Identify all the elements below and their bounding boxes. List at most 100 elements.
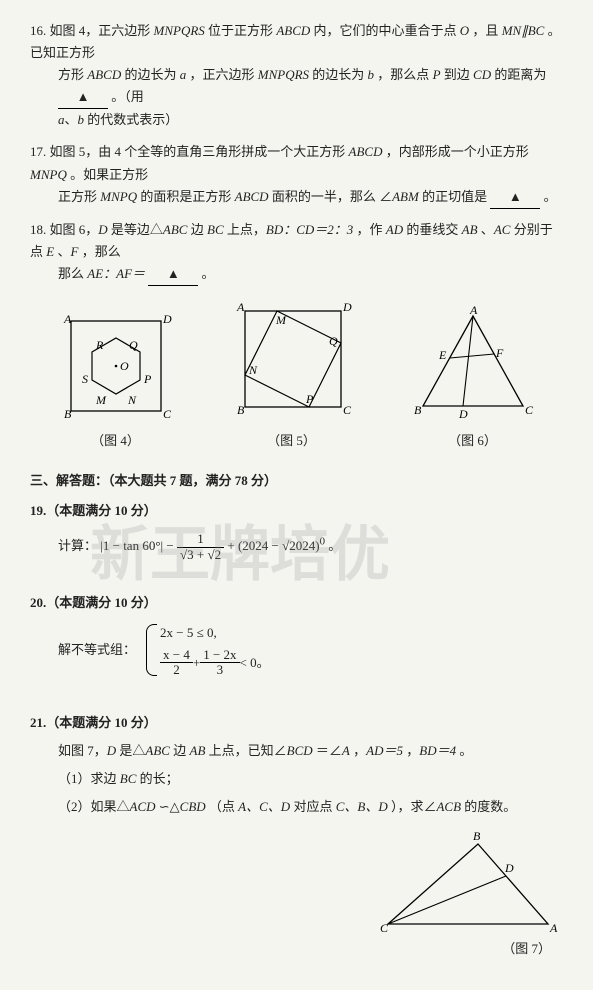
q16-t1: 如图 4，正六边形 bbox=[50, 23, 154, 38]
q17-t5: 面积的一半，那么 ∠ bbox=[272, 189, 392, 204]
q21-acb: ACB bbox=[436, 799, 461, 814]
q16-num: 16. bbox=[30, 23, 46, 38]
q19-head: 19.（本题满分 10 分） bbox=[30, 500, 563, 522]
q20-f2n: 1 − 2x bbox=[200, 648, 239, 663]
q16-CD: CD bbox=[473, 67, 491, 82]
q20-f1: x − 4 2 bbox=[160, 648, 193, 678]
q17-t4: 的面积是正方形 bbox=[140, 189, 234, 204]
q18-t2: 是等边△ bbox=[111, 222, 163, 237]
q20-f2d: 3 bbox=[200, 663, 239, 677]
q16-t9: ，那么点 bbox=[377, 67, 432, 82]
q16-t4: ，且 bbox=[472, 23, 501, 38]
svg-text:P: P bbox=[143, 372, 152, 386]
q20-lt: < 0 bbox=[240, 652, 257, 674]
svg-text:M: M bbox=[95, 393, 107, 407]
svg-text:D: D bbox=[162, 312, 172, 326]
section-3-header: 三、解答题：（本大题共 7 题，满分 78 分） bbox=[30, 470, 563, 492]
q20-f1n: x − 4 bbox=[160, 648, 193, 663]
q21-l1e: ， bbox=[353, 743, 366, 758]
q21-pts1: A、C、D bbox=[238, 799, 290, 814]
q21-p2d: ），求∠ bbox=[391, 799, 437, 814]
fig6-caption: （图 6） bbox=[408, 430, 538, 452]
q18-t4: 上点， bbox=[227, 222, 266, 237]
fig7-caption: （图 7） bbox=[373, 938, 563, 960]
q20-l1: 2x − 5 ≤ 0, bbox=[160, 622, 270, 644]
q20-f1d: 2 bbox=[160, 663, 193, 677]
q21-p2c: 对应点 bbox=[293, 799, 335, 814]
q21-l1c: 边 bbox=[173, 743, 189, 758]
q17-t3b: 正方形 bbox=[58, 189, 100, 204]
figure-row: A B C D R Q P N M S O （图 4） A B C D M Q … bbox=[30, 296, 563, 452]
q21-p1b: 的长； bbox=[140, 771, 179, 786]
svg-text:R: R bbox=[95, 338, 104, 352]
q16-t8: 的边长为 bbox=[312, 67, 367, 82]
q16-t6: 的边长为 bbox=[124, 67, 179, 82]
q18-t11: 。 bbox=[202, 266, 215, 281]
q20-dot: 。 bbox=[257, 652, 270, 674]
q18-AD: AD bbox=[386, 222, 403, 237]
q19-exp: 0 bbox=[320, 536, 325, 548]
svg-text:A: A bbox=[549, 921, 558, 934]
q20-brace: 2x − 5 ≤ 0, x − 4 2 + 1 − 2x 3 < 0 。 bbox=[142, 622, 270, 678]
q21-l1g: 。 bbox=[459, 743, 472, 758]
svg-text:B: B bbox=[473, 829, 481, 843]
q16-t5b: 方形 bbox=[58, 67, 87, 82]
svg-text:C: C bbox=[525, 403, 534, 417]
q21-p2a: （2）如果△ bbox=[58, 799, 130, 814]
q18-t7: 、 bbox=[481, 222, 494, 237]
q17-t6: 的正切值是 bbox=[422, 189, 487, 204]
svg-text:P: P bbox=[305, 392, 314, 406]
q18-t3: 边 bbox=[191, 222, 207, 237]
q19-dot: 。 bbox=[328, 538, 341, 553]
svg-text:Q: Q bbox=[329, 334, 338, 348]
figure-6: A B C D E F bbox=[408, 306, 538, 426]
q17-ang: ABM bbox=[392, 189, 419, 204]
figure-5: A B C D M Q P N bbox=[227, 296, 357, 426]
q21-l1a: 如图 7， bbox=[58, 743, 107, 758]
q18-num: 18. bbox=[30, 222, 46, 237]
q17-t3: 。如果正方形 bbox=[70, 167, 148, 182]
svg-text:C: C bbox=[163, 407, 172, 421]
q17-t1: 如图 5，由 4 个全等的直角三角形拼成一个大正方形 bbox=[50, 144, 349, 159]
q17-sq2b: MNPQ bbox=[100, 189, 137, 204]
q19-frac: 1 √3 + √2 bbox=[177, 532, 224, 562]
q19-frac-d: √3 + √2 bbox=[177, 548, 224, 562]
q21-a1: BCD bbox=[287, 743, 313, 758]
q21-D: D bbox=[107, 743, 116, 758]
q16-t7: ，正六边形 bbox=[189, 67, 257, 82]
q16-t3: 内，它们的中心重合于点 bbox=[314, 23, 460, 38]
q18-rat: BD：CD＝2：3 bbox=[266, 222, 353, 237]
svg-text:D: D bbox=[458, 407, 468, 421]
q20-label: 解不等式组： bbox=[58, 639, 136, 661]
q19-plus: + bbox=[227, 538, 238, 553]
q16-sq2: ABCD bbox=[87, 67, 121, 82]
svg-text:B: B bbox=[64, 407, 72, 421]
svg-text:A: A bbox=[63, 312, 72, 326]
q18-F: F bbox=[70, 244, 78, 259]
q21-tri: ABC bbox=[145, 743, 170, 758]
q16-blank: ▲ bbox=[58, 86, 108, 109]
q17-num: 17. bbox=[30, 144, 46, 159]
q18-t10b: 那么 bbox=[58, 266, 87, 281]
q21-p1: （1）求边 bbox=[58, 771, 120, 786]
q18-t5: ，作 bbox=[357, 222, 386, 237]
q21-l1b: 是△ bbox=[119, 743, 145, 758]
q16-pt: O bbox=[460, 23, 469, 38]
svg-text:N: N bbox=[248, 363, 258, 377]
q19-frac-n: 1 bbox=[177, 532, 224, 547]
q19-minus: − bbox=[166, 538, 177, 553]
svg-text:A: A bbox=[236, 300, 245, 314]
q16-para: MN∥BC bbox=[502, 23, 545, 38]
svg-text:B: B bbox=[237, 403, 245, 417]
q21-ad: AD＝5 bbox=[366, 743, 403, 758]
q20-f2: 1 − 2x 3 bbox=[200, 648, 239, 678]
q18-E: E bbox=[46, 244, 54, 259]
q18-t10: ，那么 bbox=[82, 244, 121, 259]
q21-p2e: 的度数。 bbox=[464, 799, 516, 814]
q19-abs: |1 − tan 60°| bbox=[100, 538, 163, 553]
q17-t7: 。 bbox=[544, 189, 557, 204]
q16-P: P bbox=[433, 67, 441, 82]
q18-blank: ▲ bbox=[148, 263, 198, 286]
svg-text:B: B bbox=[414, 403, 422, 417]
q21-bd: BD＝4 bbox=[419, 743, 456, 758]
